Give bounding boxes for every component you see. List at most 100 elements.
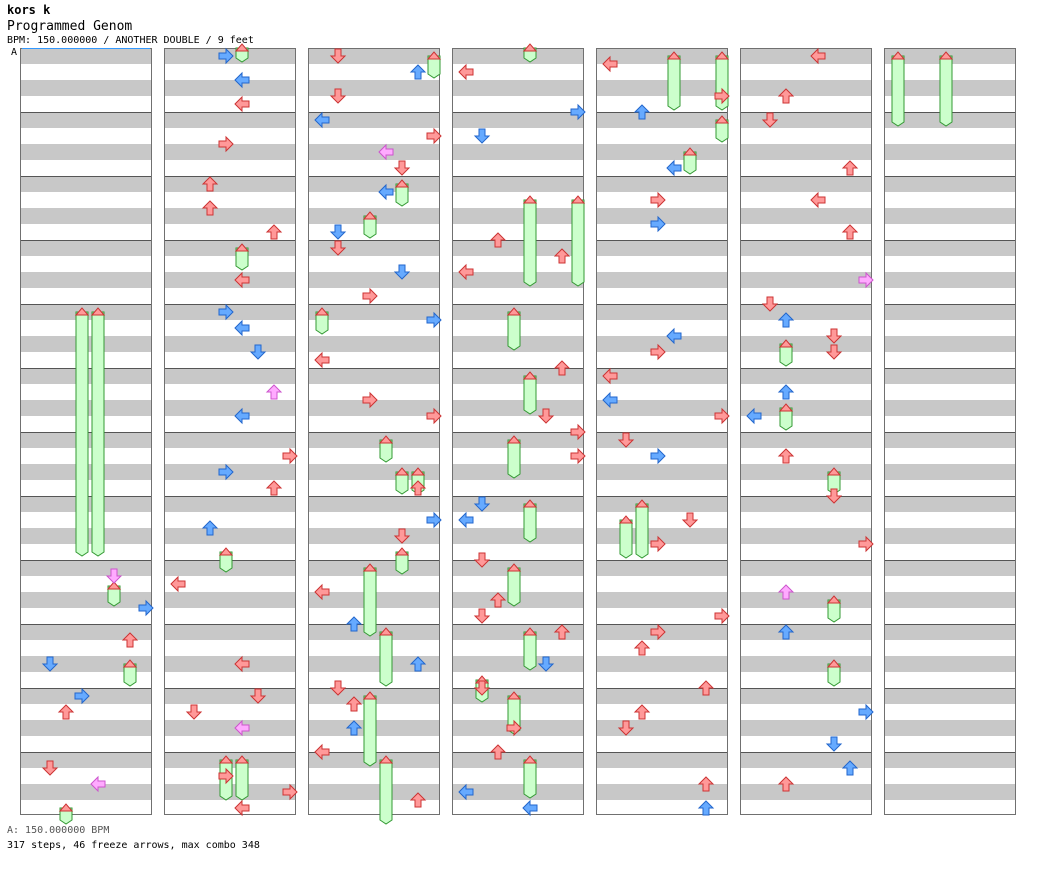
- step-arrow: [633, 704, 651, 720]
- arrow-shape: [234, 719, 250, 737]
- beat-stripe: [740, 208, 872, 224]
- beat-stripe: [740, 720, 872, 736]
- freeze-body: [619, 519, 633, 559]
- freeze-body: [891, 55, 905, 127]
- arrow-shape: [633, 704, 651, 720]
- beat-stripe: [596, 304, 728, 320]
- beat-stripe: [884, 304, 1016, 320]
- arrow-shape: [553, 248, 571, 264]
- arrow-shape: [201, 520, 219, 536]
- step-arrow: [218, 303, 234, 321]
- arrow-shape: [345, 720, 363, 736]
- step-arrow: [650, 535, 666, 553]
- beat-stripe: [596, 496, 728, 512]
- step-arrow: [570, 447, 586, 465]
- step-arrow: [777, 384, 795, 400]
- beat-stripe: [452, 272, 584, 288]
- beat-stripe: [452, 368, 584, 384]
- arrow-shape: [234, 799, 250, 817]
- beat-stripe: [164, 432, 296, 448]
- column-border: [596, 48, 728, 815]
- arrow-shape: [522, 799, 538, 817]
- beat-stripe: [452, 208, 584, 224]
- arrow-shape: [362, 391, 378, 409]
- arrow-shape: [602, 391, 618, 409]
- freeze-arrow: [362, 563, 378, 637]
- beat-stripe: [596, 784, 728, 800]
- beat-stripe: [308, 240, 440, 256]
- step-arrow: [602, 391, 618, 409]
- beat-stripe: [884, 208, 1016, 224]
- arrow-shape: [393, 528, 411, 544]
- step-arrow: [90, 775, 106, 793]
- freeze-head: [826, 467, 842, 476]
- arrow-shape: [138, 599, 154, 617]
- beat-stripe: [452, 144, 584, 160]
- arrow-shape: [329, 240, 347, 256]
- freeze-body: [571, 199, 585, 287]
- step-arrow: [185, 704, 203, 720]
- arrow-shape: [473, 496, 491, 512]
- beat-stripe: [20, 48, 152, 64]
- beat-stripe: [596, 656, 728, 672]
- step-arrow: [234, 407, 250, 425]
- step-arrow: [218, 135, 234, 153]
- beat-stripe: [884, 464, 1016, 480]
- step-arrow: [841, 160, 859, 176]
- beat-stripe: [740, 80, 872, 96]
- arrow-shape: [234, 319, 250, 337]
- beat-stripe: [740, 272, 872, 288]
- freeze-head: [522, 195, 538, 204]
- beat-stripe: [164, 240, 296, 256]
- freeze-head: [234, 43, 250, 52]
- beat-stripe: [164, 624, 296, 640]
- arrow-shape: [714, 87, 730, 105]
- arrow-shape: [650, 535, 666, 553]
- freeze-body: [523, 503, 537, 543]
- beat-stripe: [164, 208, 296, 224]
- freeze-body: [379, 759, 393, 825]
- step-arrow: [746, 407, 762, 425]
- freeze-head: [714, 115, 730, 124]
- freeze-head: [826, 595, 842, 604]
- beat-stripe: [164, 80, 296, 96]
- arrow-shape: [473, 680, 491, 696]
- beat-stripe: [452, 656, 584, 672]
- step-arrow: [170, 575, 186, 593]
- arrow-shape: [234, 71, 250, 89]
- freeze-arrow: [778, 403, 794, 431]
- beat-stripe: [884, 336, 1016, 352]
- step-arrow: [570, 423, 586, 441]
- beat-stripe: [884, 368, 1016, 384]
- arrow-shape: [409, 656, 427, 672]
- step-arrow: [458, 783, 474, 801]
- beat-stripe: [164, 400, 296, 416]
- freeze-head: [394, 179, 410, 188]
- bpm-marker: A: [11, 47, 18, 58]
- step-arrow: [234, 655, 250, 673]
- step-arrow: [426, 511, 442, 529]
- arrow-shape: [234, 271, 250, 289]
- freeze-body: [523, 375, 537, 415]
- freeze-head: [378, 627, 394, 636]
- step-arrow: [473, 496, 491, 512]
- arrow-shape: [409, 64, 427, 80]
- column-border: [308, 48, 440, 815]
- freeze-arrow: [58, 803, 74, 825]
- freeze-head: [506, 435, 522, 444]
- arrow-shape: [218, 135, 234, 153]
- freeze-head: [506, 691, 522, 700]
- arrow-shape: [426, 127, 442, 145]
- freeze-body: [75, 311, 89, 557]
- step-arrow: [537, 656, 555, 672]
- freeze-arrow: [362, 691, 378, 767]
- beat-stripe: [884, 176, 1016, 192]
- step-arrow: [858, 535, 874, 553]
- arrow-shape: [777, 776, 795, 792]
- beat-stripe: [596, 176, 728, 192]
- freeze-head: [90, 307, 106, 316]
- step-arrow: [825, 344, 843, 360]
- arrow-shape: [858, 271, 874, 289]
- freeze-head: [506, 563, 522, 572]
- beat-stripe: [308, 176, 440, 192]
